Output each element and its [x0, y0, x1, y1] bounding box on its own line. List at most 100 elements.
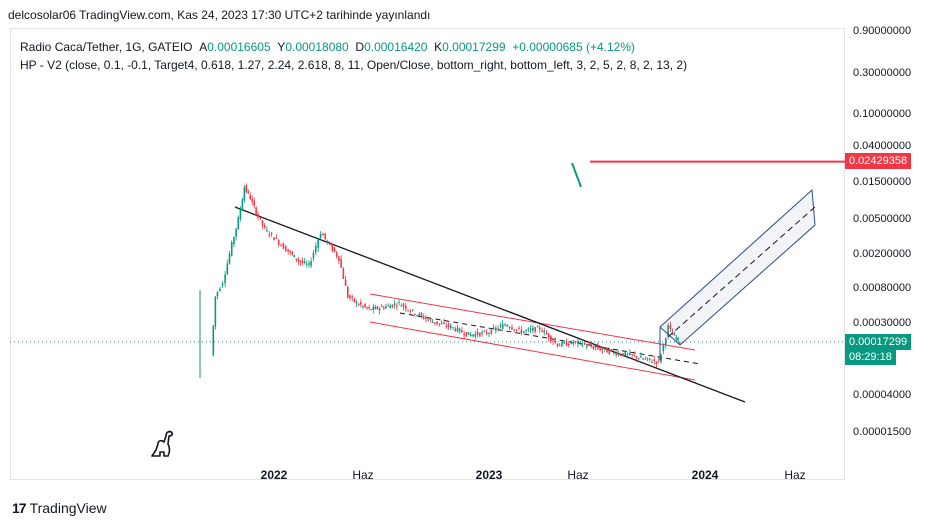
candle	[378, 308, 381, 311]
candle	[588, 343, 590, 345]
candle	[219, 288, 221, 291]
candle	[224, 274, 226, 284]
candle	[513, 329, 516, 331]
candle	[251, 199, 254, 202]
candle	[387, 305, 389, 307]
candle	[501, 323, 504, 329]
y-tick-label: 0.04000000	[853, 140, 911, 152]
candle	[331, 244, 334, 251]
candle	[677, 337, 679, 341]
candle	[266, 229, 268, 232]
candle	[374, 306, 377, 310]
close-value: 0.00017299	[442, 40, 506, 54]
candle	[358, 304, 360, 306]
candle	[393, 303, 396, 306]
candle	[653, 359, 656, 362]
last-price-tag: 0.00017299	[845, 334, 912, 350]
channel-midline	[399, 312, 701, 365]
candle	[431, 322, 434, 324]
candle	[239, 209, 242, 219]
candle	[629, 352, 631, 355]
tradingview-logo-icon: 17	[12, 500, 27, 516]
candle	[228, 253, 231, 264]
candle	[522, 331, 525, 333]
candle	[590, 344, 592, 347]
candle	[495, 327, 497, 331]
candle	[488, 333, 490, 335]
candle	[342, 268, 345, 279]
candle	[662, 343, 665, 352]
candle	[425, 316, 427, 319]
candle	[411, 309, 414, 311]
candle	[349, 295, 351, 299]
candle	[440, 323, 443, 325]
candle	[603, 348, 606, 350]
candle	[481, 332, 483, 334]
candle	[483, 331, 486, 333]
candle	[368, 306, 370, 309]
candle	[376, 306, 379, 309]
symbol-legend: Radio Caca/Tether, 1G, GATEIO A0.0001660…	[20, 40, 635, 54]
candle	[637, 358, 640, 360]
candle	[597, 345, 599, 349]
candle	[565, 341, 568, 346]
candle	[556, 343, 559, 347]
candle	[319, 234, 322, 239]
y-tick-label: 0.00080000	[853, 282, 911, 294]
candle	[515, 329, 518, 331]
candle	[370, 308, 372, 310]
candle	[583, 342, 586, 345]
candle	[458, 328, 461, 332]
candle	[249, 195, 252, 200]
candle	[615, 353, 617, 356]
candle	[585, 346, 588, 348]
candle	[579, 341, 581, 343]
candle	[463, 333, 465, 336]
candle	[646, 357, 649, 359]
chart-pane[interactable]	[10, 28, 845, 480]
candle	[467, 332, 470, 335]
candle	[221, 283, 224, 286]
candle	[391, 304, 394, 307]
candle	[396, 305, 398, 307]
candle	[554, 340, 557, 343]
candle	[610, 349, 613, 352]
green-marker	[571, 162, 582, 188]
y-tick-label: 0.00200000	[853, 248, 911, 260]
candle	[436, 321, 438, 325]
candle	[407, 309, 409, 311]
candle	[511, 327, 513, 330]
candle	[340, 258, 342, 268]
candle	[230, 242, 233, 256]
low-value: 0.00016420	[364, 40, 428, 54]
candle	[273, 237, 275, 241]
tradingview-brand[interactable]: 17 TradingView	[12, 500, 107, 516]
candle	[660, 354, 662, 363]
x-tick-label: 2024	[692, 468, 719, 482]
candle	[257, 214, 259, 218]
candle	[434, 322, 436, 324]
candle	[622, 353, 624, 356]
candle	[416, 315, 418, 317]
candle	[525, 329, 527, 331]
candle	[366, 307, 368, 309]
descending-trendline	[234, 206, 746, 403]
candle	[400, 305, 403, 307]
candle	[263, 225, 266, 228]
candle	[563, 342, 566, 344]
candle	[449, 325, 452, 329]
candle	[398, 301, 400, 303]
candle	[315, 245, 317, 253]
candle	[289, 251, 291, 253]
candle	[247, 191, 250, 193]
candle	[253, 200, 255, 206]
candle	[443, 322, 445, 324]
candle	[418, 313, 421, 316]
candle	[644, 358, 647, 360]
candle	[360, 302, 362, 305]
change-value: +0.00000685 (+4.12%)	[512, 40, 635, 54]
candle	[527, 328, 530, 330]
candle	[472, 334, 474, 336]
candle	[592, 346, 595, 349]
